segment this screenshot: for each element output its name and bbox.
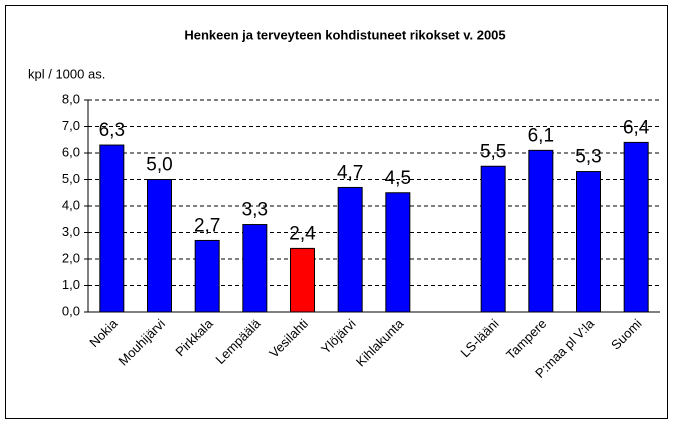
data-label: 6,1	[528, 125, 554, 146]
y-tick-label: 8,0	[62, 91, 80, 106]
bar	[147, 179, 172, 313]
y-tick-label: 1,0	[62, 277, 80, 292]
bar	[99, 144, 125, 313]
bar	[576, 171, 601, 313]
y-tick-label: 2,0	[62, 250, 80, 265]
data-label: 3,3	[242, 200, 268, 221]
y-tick-label: 7,0	[62, 118, 80, 133]
data-label: 6,3	[99, 120, 125, 141]
bar	[242, 224, 268, 313]
data-label: 5,0	[146, 155, 172, 176]
bar	[623, 141, 649, 313]
y-tick-label: 0,0	[62, 303, 80, 318]
data-label: 6,4	[623, 117, 650, 138]
data-label: 5,3	[575, 147, 601, 168]
bar	[480, 165, 506, 313]
data-label: 2,7	[194, 215, 220, 236]
y-tick-label: 5,0	[62, 171, 80, 186]
bar	[528, 149, 554, 313]
bar	[385, 192, 411, 313]
bar	[337, 186, 363, 313]
data-label: 4,5	[385, 168, 411, 189]
y-tick-label: 3,0	[62, 224, 80, 239]
data-label: 5,5	[480, 141, 506, 162]
data-label: 2,4	[289, 223, 316, 244]
y-tick-label: 6,0	[62, 144, 80, 159]
bar	[194, 239, 220, 313]
y-axis-label: kpl / 1000 as.	[28, 66, 105, 81]
bar	[290, 247, 315, 313]
chart-title: Henkeen ja terveyteen kohdistuneet rikok…	[184, 27, 505, 42]
y-tick-label: 4,0	[62, 197, 80, 212]
data-label: 4,7	[337, 162, 363, 183]
